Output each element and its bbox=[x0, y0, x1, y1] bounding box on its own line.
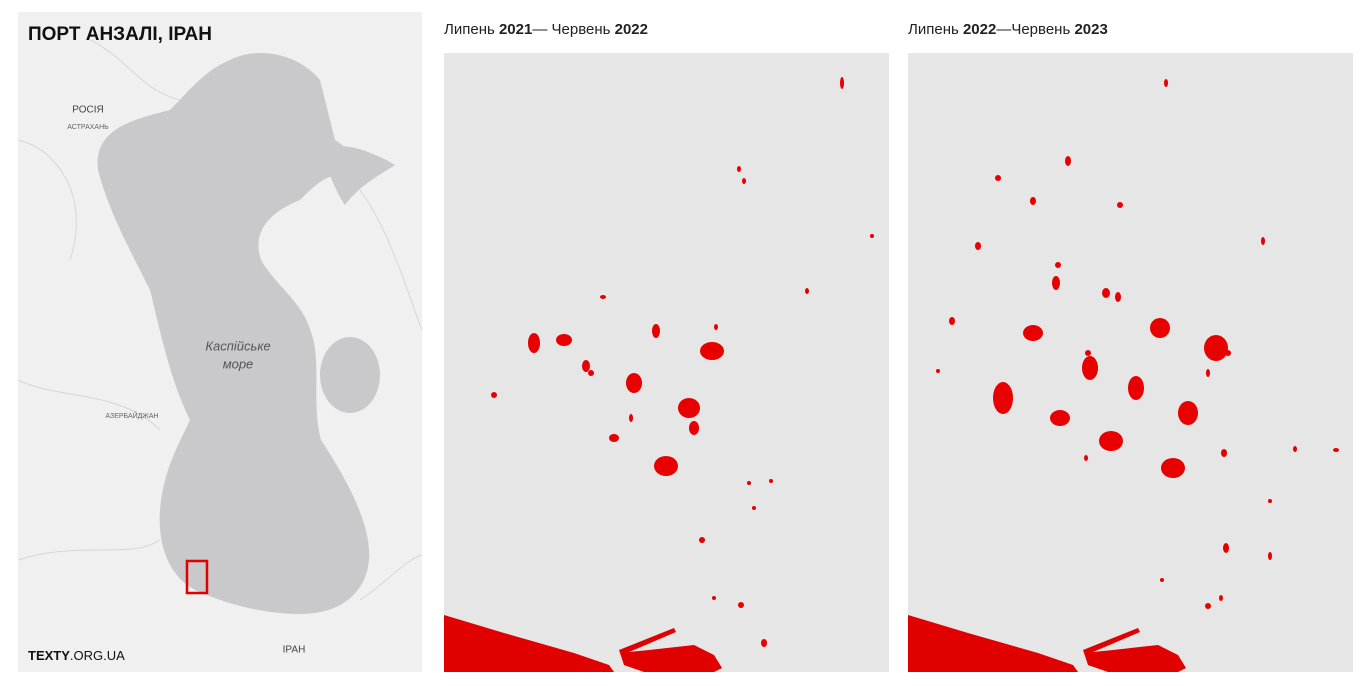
title-year: 2021 bbox=[499, 21, 532, 38]
title-year: 2023 bbox=[1074, 21, 1107, 38]
ship-detection bbox=[975, 242, 981, 250]
caspian-sea bbox=[97, 52, 370, 615]
ship-detection bbox=[742, 178, 746, 184]
ship-detection bbox=[714, 324, 718, 330]
ship-detection bbox=[1128, 376, 1144, 400]
ship-detection bbox=[1204, 335, 1228, 361]
ship-detection bbox=[1223, 543, 1229, 553]
title-year: 2022 bbox=[615, 21, 648, 38]
ship-detection bbox=[609, 434, 619, 442]
sea-label: Каспійське bbox=[205, 338, 270, 353]
ship-detection bbox=[556, 334, 572, 346]
country-label: АЗЕРБАЙДЖАН bbox=[105, 411, 158, 420]
ship-detection bbox=[491, 392, 497, 398]
ship-detection bbox=[1161, 458, 1185, 478]
title-part: Липень bbox=[444, 21, 499, 38]
sea-label: море bbox=[223, 356, 254, 371]
logo-rest: .ORG.UA bbox=[70, 648, 125, 663]
ship-detection bbox=[1219, 595, 1223, 601]
ship-detection bbox=[1150, 318, 1170, 338]
ship-detection bbox=[652, 324, 660, 338]
ship-detection bbox=[1164, 79, 1168, 87]
title-part: —Червень bbox=[996, 21, 1074, 38]
ship-detection bbox=[600, 295, 606, 299]
ship-detection bbox=[1261, 237, 1265, 245]
ship-detection bbox=[1102, 288, 1110, 298]
ship-detection bbox=[528, 333, 540, 353]
ship-detection bbox=[870, 234, 874, 238]
ship-detection bbox=[1221, 449, 1227, 457]
country-label: ІРАН bbox=[283, 645, 306, 656]
ship-detection bbox=[1333, 448, 1339, 452]
ship-detection bbox=[769, 479, 773, 483]
satellite-panel bbox=[908, 53, 1353, 672]
ship-detection bbox=[1023, 325, 1043, 341]
title-part: — Червень bbox=[532, 21, 614, 38]
port-marker bbox=[185, 559, 209, 595]
ship-detection bbox=[582, 360, 590, 372]
ship-detection bbox=[619, 628, 722, 672]
ship-detection bbox=[700, 342, 724, 360]
ship-detection bbox=[1050, 410, 1070, 426]
ship-detection bbox=[1268, 552, 1272, 560]
ship-detection bbox=[995, 175, 1001, 181]
gulf bbox=[320, 145, 395, 205]
ship-detection bbox=[993, 382, 1013, 414]
map-title: ПОРТ АНЗАЛІ, ІРАН bbox=[28, 24, 212, 45]
ship-detection bbox=[1085, 350, 1091, 356]
ship-detection bbox=[712, 596, 716, 600]
panel-title: Липень 2022—Червень 2023 bbox=[908, 21, 1108, 38]
ship-detection bbox=[1082, 356, 1098, 380]
ship-detection bbox=[840, 77, 844, 89]
ship-detection bbox=[761, 639, 767, 647]
ship-detection bbox=[936, 369, 940, 373]
ship-detection bbox=[1117, 202, 1123, 208]
ship-detection bbox=[1205, 603, 1211, 609]
ship-detection bbox=[1084, 455, 1088, 461]
ship-detection bbox=[949, 317, 955, 325]
title-part: Липень bbox=[908, 21, 963, 38]
country-label: РОСІЯ bbox=[72, 105, 103, 116]
logo: TEXTY.ORG.UA bbox=[28, 648, 125, 663]
detections bbox=[908, 79, 1339, 672]
ship-detection bbox=[689, 421, 699, 435]
ship-detection bbox=[654, 456, 678, 476]
ship-detection bbox=[737, 166, 741, 172]
ship-detection bbox=[1055, 262, 1061, 268]
ship-detection bbox=[1099, 431, 1123, 451]
title-year: 2022 bbox=[963, 21, 996, 38]
logo-bold: TEXTY bbox=[28, 648, 70, 663]
panel-title: Липень 2021— Червень 2022 bbox=[444, 21, 648, 38]
ship-detection bbox=[908, 615, 1078, 672]
ship-detection bbox=[747, 481, 751, 485]
ship-detection bbox=[1293, 446, 1297, 452]
ship-detection bbox=[1030, 197, 1036, 205]
city-label: АСТРАХАНЬ bbox=[67, 124, 109, 131]
ship-detection bbox=[1083, 628, 1186, 672]
ship-detection bbox=[1225, 350, 1231, 356]
ship-detection bbox=[1178, 401, 1198, 425]
ship-detection bbox=[1052, 276, 1060, 290]
satellite-panel bbox=[444, 53, 889, 672]
ship-detection bbox=[1268, 499, 1272, 503]
detections bbox=[444, 77, 874, 672]
ship-detection bbox=[1206, 369, 1210, 377]
ship-detection bbox=[626, 373, 642, 393]
ship-detection bbox=[752, 506, 756, 510]
ship-detection bbox=[1065, 156, 1071, 166]
ship-detection bbox=[1115, 292, 1121, 302]
ship-detection bbox=[699, 537, 705, 543]
ship-detection bbox=[678, 398, 700, 418]
ship-detection bbox=[738, 602, 744, 608]
ship-detection bbox=[1160, 578, 1164, 582]
ship-detection bbox=[444, 615, 614, 672]
ship-detection bbox=[629, 414, 633, 422]
kara-bogaz-gol bbox=[320, 337, 380, 413]
border-lines bbox=[17, 39, 423, 601]
ship-detection bbox=[588, 370, 594, 376]
ship-detection bbox=[805, 288, 809, 294]
